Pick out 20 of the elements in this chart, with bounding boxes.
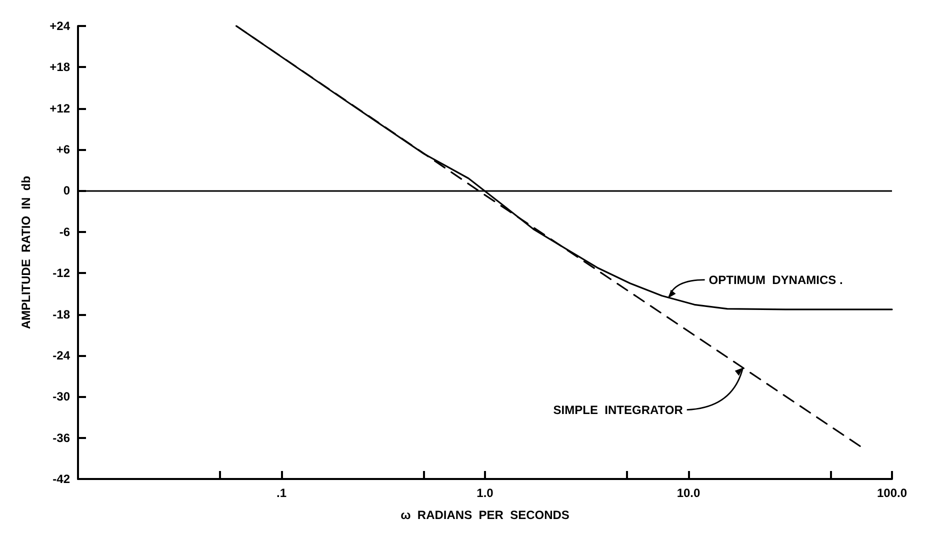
y-axis-title: AMPLITUDE RATIO IN db <box>19 176 33 330</box>
x-tick-label: 1.0 <box>476 486 494 500</box>
y-tick-label: +24 <box>50 19 70 33</box>
annotation: SIMPLE INTEGRATOR <box>553 402 684 417</box>
y-tick-label: -18 <box>52 307 70 322</box>
y-tick-label: -42 <box>52 472 70 486</box>
y-tick-label: 0 <box>63 184 70 198</box>
y-tick-label: +18 <box>50 60 70 74</box>
annotation: OPTIMUM DYNAMICS . <box>708 272 843 287</box>
x-tick-label: 10.0 <box>676 486 700 500</box>
y-tick-label: -12 <box>52 266 70 280</box>
x-axis-title: ω RADIANS PER SECONDS <box>400 508 570 522</box>
y-tick-label: +12 <box>50 101 70 116</box>
y-tick-label: -30 <box>52 390 70 404</box>
x-tick-label: 100.0 <box>876 486 908 500</box>
y-tick-label: +6 <box>56 142 70 157</box>
y-tick-label: -6 <box>59 224 70 239</box>
x-tick-label: .1 <box>276 486 287 500</box>
y-tick-label: -36 <box>52 430 70 445</box>
y-tick-label: -24 <box>52 348 70 362</box>
